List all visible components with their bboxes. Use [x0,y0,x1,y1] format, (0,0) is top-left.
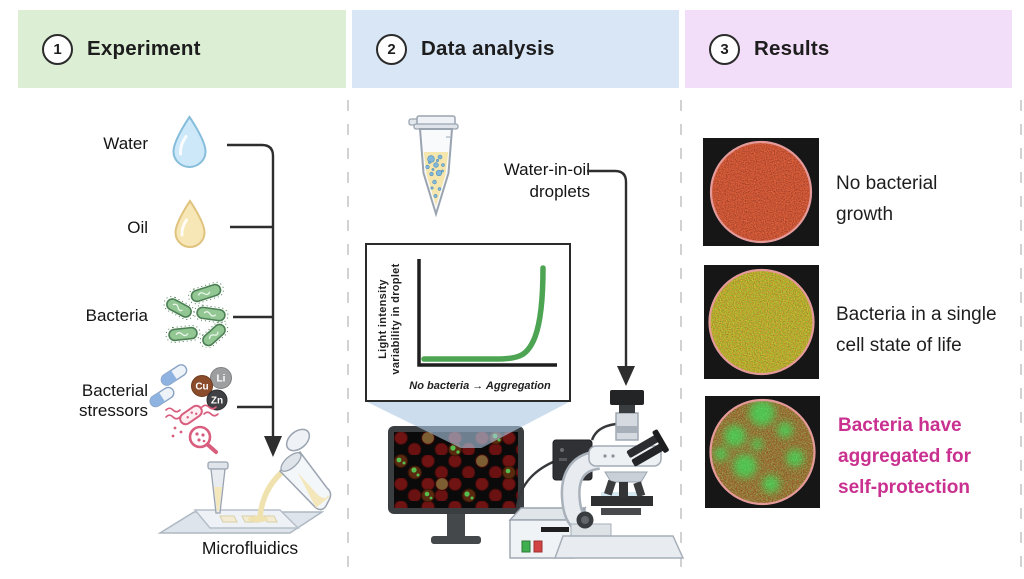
result-image-no-growth [703,138,819,246]
analysis-flow-arrow [587,169,635,386]
result-image-aggregated [705,396,820,508]
monitor-stand [447,513,465,538]
panel-header-experiment: 1 Experiment [18,10,346,88]
pathogen-magnifier-icon [165,404,219,454]
monitor-base [431,536,481,544]
chart-plot-area [417,259,557,367]
step-3-number-text: 3 [720,40,729,58]
microtube-pouring-icon [278,428,332,511]
result-label-2: Bacteria in a single cell state of life [836,299,1024,361]
experiment-flow-arrow [227,143,282,457]
microscope-stage [591,496,653,506]
chart-y-label-line1: Light intensity [377,279,389,359]
ion-zn-label: Zn [211,396,223,407]
chart-y-axis-label: Light intensity variability in droplet [377,253,405,385]
arrowhead-down-icon [617,366,635,386]
label-water-in-oil-droplets: Water-in-oil droplets [468,159,590,203]
chart-x-axis-label: No bacteria → Aggregation [409,380,551,392]
label-stressors-line2: stressors [79,401,148,420]
droplet-outline-ring [709,140,813,244]
water-in-oil-tube-icon [408,115,459,218]
panel-header-results: 3 Results [685,10,1012,88]
result-label-2-line1: Bacteria in a single [836,304,997,325]
result-label-3-line3: self-protection [838,477,970,498]
divider-right-edge [1020,100,1022,568]
result-label-2-line2: cell state of life [836,335,962,356]
microfluidics-chip-icon [157,428,332,534]
panel-header-data-analysis: 2 Data analysis [352,10,679,88]
divider-col2-col3 [680,100,682,568]
analysis-chart: Light intensity variability in droplet N… [365,243,571,402]
droplet-outline-ring [708,268,815,376]
label-water: Water [103,134,148,153]
label-bacteria: Bacteria [85,306,148,325]
label-stressors-line1: Bacterial [81,381,148,400]
arrowhead-down-icon [264,436,282,457]
droplet-outline-ring [709,398,816,506]
bacteria-icon [163,281,229,348]
label-water-in-oil-line2: droplets [529,182,590,201]
ion-li-label: Li [217,374,226,385]
result-label-1-line1: No bacterial [836,173,938,194]
chart-curve [421,265,546,362]
ion-cu-label: Cu [195,382,208,393]
step-2-number-text: 2 [387,40,396,58]
result-label-3: Bacteria have aggregated for self-protec… [838,410,1024,503]
ion-cu-circle [191,375,213,397]
ion-li-circle [210,367,232,389]
step-number-2: 2 [376,33,407,65]
control-box-slot [541,527,569,532]
microscope-icon [508,390,685,559]
red-button [533,540,543,553]
eyepieces-icon [626,429,669,467]
step-2-title: Data analysis [421,37,555,60]
step-number-1: 1 [42,33,73,65]
pill-icons [149,364,188,408]
metal-ion-icons: Li Cu Zn [191,367,232,411]
label-oil: Oil [127,218,148,237]
result-label-3-line1: Bacteria have [838,415,962,436]
step-number-3: 3 [709,33,740,65]
chart-axes [417,259,557,367]
oil-droplet-icon [174,199,206,248]
water-droplet-icon [172,115,207,168]
divider-col1-col2 [347,100,349,568]
label-bacterial-stressors: Bacterial stressors [48,381,148,421]
label-microfluidics: Microfluidics [201,538,299,558]
result-label-1-line2: growth [836,204,894,225]
step-3-title: Results [754,37,830,60]
result-label-1: No bacterial growth [836,168,1016,230]
step-1-number-text: 1 [53,40,62,58]
step-1-title: Experiment [87,37,201,60]
ion-zn-circle [206,389,228,411]
microscope-camera-icon [610,390,644,405]
result-label-3-line2: aggregated for [838,446,972,467]
label-water-in-oil-line1: Water-in-oil [503,160,590,179]
chart-y-label-line2: variability in droplet [390,263,402,375]
result-image-single-cells [704,265,819,379]
green-button [521,540,531,553]
